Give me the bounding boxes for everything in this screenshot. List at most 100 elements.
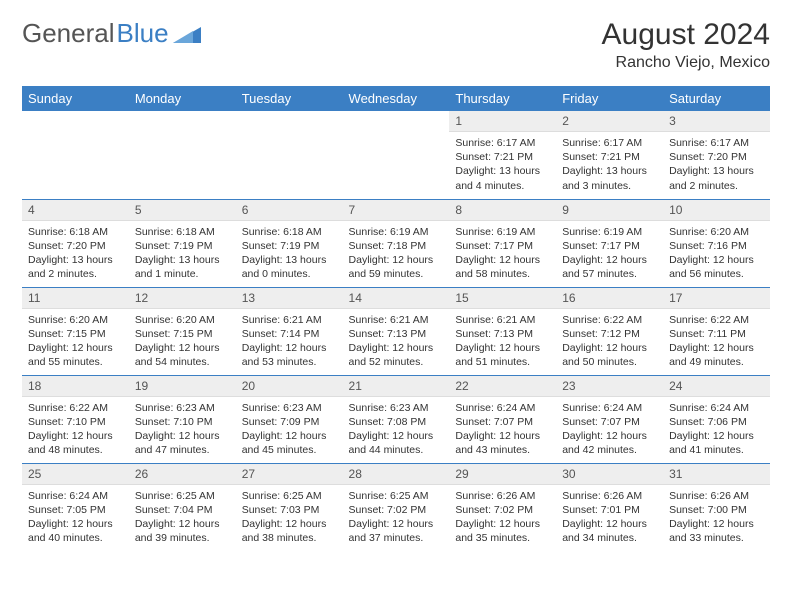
day-details: Sunrise: 6:21 AMSunset: 7:13 PMDaylight:… xyxy=(343,309,450,374)
calendar-day-cell: 27Sunrise: 6:25 AMSunset: 7:03 PMDayligh… xyxy=(236,463,343,551)
col-tuesday: Tuesday xyxy=(236,86,343,111)
sunset-line: Sunset: 7:06 PM xyxy=(669,415,764,429)
sunrise-line: Sunrise: 6:24 AM xyxy=(455,401,550,415)
col-sunday: Sunday xyxy=(22,86,129,111)
calendar-day-cell: 29Sunrise: 6:26 AMSunset: 7:02 PMDayligh… xyxy=(449,463,556,551)
page-subtitle: Rancho Viejo, Mexico xyxy=(602,54,770,72)
day-details: Sunrise: 6:25 AMSunset: 7:02 PMDaylight:… xyxy=(343,485,450,550)
sunset-line: Sunset: 7:11 PM xyxy=(669,327,764,341)
calendar-day-cell: 12Sunrise: 6:20 AMSunset: 7:15 PMDayligh… xyxy=(129,287,236,375)
day-details: Sunrise: 6:24 AMSunset: 7:06 PMDaylight:… xyxy=(663,397,770,462)
sunrise-line: Sunrise: 6:17 AM xyxy=(562,136,657,150)
day-details: Sunrise: 6:24 AMSunset: 7:07 PMDaylight:… xyxy=(449,397,556,462)
day-details: Sunrise: 6:19 AMSunset: 7:18 PMDaylight:… xyxy=(343,221,450,286)
day-number: 12 xyxy=(129,288,236,309)
day-number: 16 xyxy=(556,288,663,309)
sunrise-line: Sunrise: 6:18 AM xyxy=(28,225,123,239)
daylight-line: Daylight: 12 hours and 39 minutes. xyxy=(135,517,230,545)
calendar-day-cell: 23Sunrise: 6:24 AMSunset: 7:07 PMDayligh… xyxy=(556,375,663,463)
day-number: 1 xyxy=(449,111,556,132)
day-details: Sunrise: 6:26 AMSunset: 7:01 PMDaylight:… xyxy=(556,485,663,550)
calendar-day-cell: 18Sunrise: 6:22 AMSunset: 7:10 PMDayligh… xyxy=(22,375,129,463)
calendar-day-cell xyxy=(129,111,236,199)
calendar-day-cell: 9Sunrise: 6:19 AMSunset: 7:17 PMDaylight… xyxy=(556,199,663,287)
page-title: August 2024 xyxy=(602,18,770,52)
sunset-line: Sunset: 7:10 PM xyxy=(135,415,230,429)
day-details: Sunrise: 6:19 AMSunset: 7:17 PMDaylight:… xyxy=(449,221,556,286)
sunset-line: Sunset: 7:12 PM xyxy=(562,327,657,341)
col-wednesday: Wednesday xyxy=(343,86,450,111)
brand-part2: Blue xyxy=(117,18,169,49)
sunrise-line: Sunrise: 6:26 AM xyxy=(562,489,657,503)
sunrise-line: Sunrise: 6:21 AM xyxy=(455,313,550,327)
sunrise-line: Sunrise: 6:23 AM xyxy=(242,401,337,415)
day-details: Sunrise: 6:21 AMSunset: 7:13 PMDaylight:… xyxy=(449,309,556,374)
calendar-day-cell xyxy=(236,111,343,199)
day-number: 24 xyxy=(663,376,770,397)
daylight-line: Daylight: 12 hours and 44 minutes. xyxy=(349,429,444,457)
daylight-line: Daylight: 12 hours and 38 minutes. xyxy=(242,517,337,545)
day-details: Sunrise: 6:23 AMSunset: 7:10 PMDaylight:… xyxy=(129,397,236,462)
day-details: Sunrise: 6:20 AMSunset: 7:16 PMDaylight:… xyxy=(663,221,770,286)
calendar-day-cell: 24Sunrise: 6:24 AMSunset: 7:06 PMDayligh… xyxy=(663,375,770,463)
day-number: 23 xyxy=(556,376,663,397)
day-number: 4 xyxy=(22,200,129,221)
day-details: Sunrise: 6:24 AMSunset: 7:07 PMDaylight:… xyxy=(556,397,663,462)
brand-logo: GeneralBlue xyxy=(22,18,201,49)
day-number: 11 xyxy=(22,288,129,309)
daylight-line: Daylight: 12 hours and 43 minutes. xyxy=(455,429,550,457)
day-number: 13 xyxy=(236,288,343,309)
daylight-line: Daylight: 13 hours and 4 minutes. xyxy=(455,164,550,192)
sunrise-line: Sunrise: 6:19 AM xyxy=(455,225,550,239)
sunrise-line: Sunrise: 6:21 AM xyxy=(242,313,337,327)
sunset-line: Sunset: 7:05 PM xyxy=(28,503,123,517)
col-monday: Monday xyxy=(129,86,236,111)
sunrise-line: Sunrise: 6:20 AM xyxy=(669,225,764,239)
day-number: 10 xyxy=(663,200,770,221)
day-number: 22 xyxy=(449,376,556,397)
daylight-line: Daylight: 12 hours and 33 minutes. xyxy=(669,517,764,545)
day-number: 20 xyxy=(236,376,343,397)
calendar-week-row: 1Sunrise: 6:17 AMSunset: 7:21 PMDaylight… xyxy=(22,111,770,199)
daylight-line: Daylight: 12 hours and 52 minutes. xyxy=(349,341,444,369)
sunset-line: Sunset: 7:13 PM xyxy=(455,327,550,341)
daylight-line: Daylight: 12 hours and 58 minutes. xyxy=(455,253,550,281)
sunrise-line: Sunrise: 6:24 AM xyxy=(28,489,123,503)
day-details: Sunrise: 6:17 AMSunset: 7:20 PMDaylight:… xyxy=(663,132,770,197)
sunrise-line: Sunrise: 6:18 AM xyxy=(135,225,230,239)
day-details: Sunrise: 6:17 AMSunset: 7:21 PMDaylight:… xyxy=(556,132,663,197)
calendar-table: Sunday Monday Tuesday Wednesday Thursday… xyxy=(22,86,770,551)
header: GeneralBlue August 2024 Rancho Viejo, Me… xyxy=(22,18,770,72)
daylight-line: Daylight: 12 hours and 34 minutes. xyxy=(562,517,657,545)
day-details: Sunrise: 6:18 AMSunset: 7:19 PMDaylight:… xyxy=(129,221,236,286)
day-number: 31 xyxy=(663,464,770,485)
calendar-day-cell: 14Sunrise: 6:21 AMSunset: 7:13 PMDayligh… xyxy=(343,287,450,375)
col-friday: Friday xyxy=(556,86,663,111)
day-details: Sunrise: 6:25 AMSunset: 7:04 PMDaylight:… xyxy=(129,485,236,550)
sunset-line: Sunset: 7:08 PM xyxy=(349,415,444,429)
calendar-day-cell: 31Sunrise: 6:26 AMSunset: 7:00 PMDayligh… xyxy=(663,463,770,551)
col-saturday: Saturday xyxy=(663,86,770,111)
day-number: 19 xyxy=(129,376,236,397)
sunset-line: Sunset: 7:15 PM xyxy=(28,327,123,341)
calendar-day-cell: 4Sunrise: 6:18 AMSunset: 7:20 PMDaylight… xyxy=(22,199,129,287)
calendar-day-cell: 17Sunrise: 6:22 AMSunset: 7:11 PMDayligh… xyxy=(663,287,770,375)
day-number: 26 xyxy=(129,464,236,485)
calendar-day-cell: 28Sunrise: 6:25 AMSunset: 7:02 PMDayligh… xyxy=(343,463,450,551)
day-details: Sunrise: 6:22 AMSunset: 7:11 PMDaylight:… xyxy=(663,309,770,374)
day-details: Sunrise: 6:18 AMSunset: 7:19 PMDaylight:… xyxy=(236,221,343,286)
daylight-line: Daylight: 12 hours and 53 minutes. xyxy=(242,341,337,369)
day-number: 5 xyxy=(129,200,236,221)
daylight-line: Daylight: 12 hours and 54 minutes. xyxy=(135,341,230,369)
daylight-line: Daylight: 12 hours and 48 minutes. xyxy=(28,429,123,457)
daylight-line: Daylight: 12 hours and 57 minutes. xyxy=(562,253,657,281)
sunrise-line: Sunrise: 6:21 AM xyxy=(349,313,444,327)
calendar-day-cell: 20Sunrise: 6:23 AMSunset: 7:09 PMDayligh… xyxy=(236,375,343,463)
sunrise-line: Sunrise: 6:19 AM xyxy=(562,225,657,239)
sunset-line: Sunset: 7:01 PM xyxy=(562,503,657,517)
sunset-line: Sunset: 7:14 PM xyxy=(242,327,337,341)
calendar-day-cell: 2Sunrise: 6:17 AMSunset: 7:21 PMDaylight… xyxy=(556,111,663,199)
sunset-line: Sunset: 7:03 PM xyxy=(242,503,337,517)
daylight-line: Daylight: 12 hours and 40 minutes. xyxy=(28,517,123,545)
daylight-line: Daylight: 12 hours and 45 minutes. xyxy=(242,429,337,457)
